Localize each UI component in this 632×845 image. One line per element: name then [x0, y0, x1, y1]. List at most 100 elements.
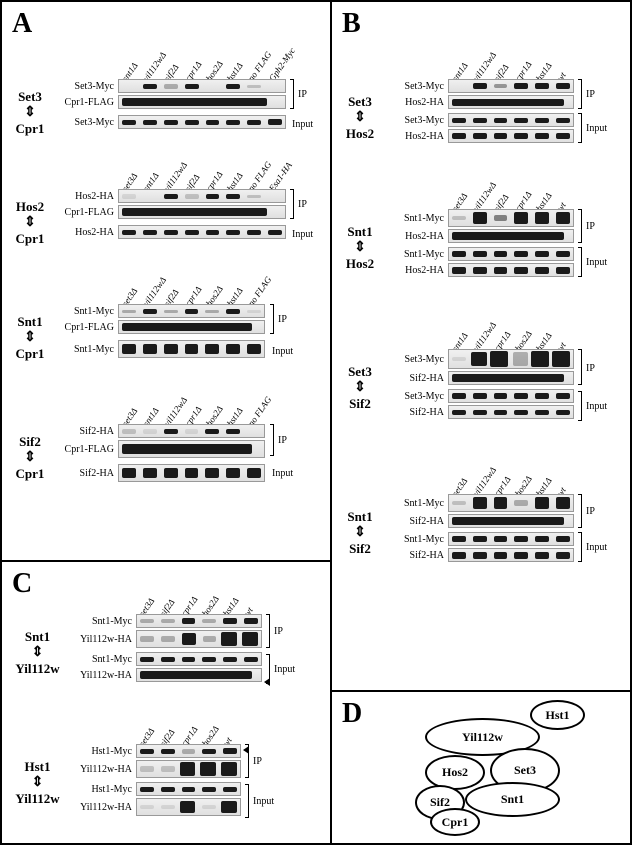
blot-row: Snt1-Myc [388, 209, 574, 227]
border [0, 0, 2, 845]
blot-image [118, 205, 286, 219]
blot-row: Cpr1-FLAG [58, 320, 265, 334]
blot-image [448, 371, 574, 385]
input-label: Input [586, 542, 607, 553]
input-label: Input [292, 119, 313, 130]
arrow-marker-icon [243, 746, 249, 754]
blot-image [448, 95, 574, 109]
ip-label: IP [253, 756, 262, 767]
blot-row: Set3-Myc [58, 79, 286, 93]
row-label: Hos2-HA [58, 227, 118, 238]
blot-row: Snt1-Myc [388, 494, 574, 512]
pair-top: Snt1 [347, 509, 372, 524]
pair-bot: Cpr1 [16, 466, 45, 481]
blot-image [448, 209, 574, 227]
row-label: Cpr1-FLAG [58, 97, 118, 108]
ip-label: IP [274, 626, 283, 637]
blot-image [136, 760, 241, 778]
panel-a-label: A [12, 8, 32, 40]
pair-top: Set3 [348, 364, 372, 379]
bracket [578, 113, 582, 143]
ip-label: IP [586, 89, 595, 100]
pair-label: Set3 ⇕ Cpr1 [10, 90, 50, 136]
blot-row: Sif2-HA [388, 371, 574, 385]
blot-row: Hos2-HA [388, 129, 574, 143]
blot-row: Snt1-Myc [388, 532, 574, 546]
border [0, 0, 632, 2]
input-label: Input [272, 346, 293, 357]
bracket [270, 424, 274, 456]
blot-image [118, 440, 265, 458]
border [0, 560, 330, 562]
bracket [578, 494, 582, 528]
blot-image [448, 494, 574, 512]
blot-row: Hst1-Myc [68, 782, 241, 796]
row-label: Cpr1-FLAG [58, 207, 118, 218]
blot-image [136, 652, 262, 666]
blot-row: Sif2-HA [388, 405, 574, 419]
bracket [245, 784, 249, 818]
row-label: Hos2-HA [388, 231, 448, 242]
pair-top: Set3 [18, 89, 42, 104]
blot-row: Sif2-HA [388, 514, 574, 528]
bracket [270, 304, 274, 334]
ip-label: IP [298, 89, 307, 100]
row-label: Set3-Myc [388, 115, 448, 126]
blot-image [136, 614, 262, 628]
blot-image [136, 798, 241, 816]
arrow-icon: ⇕ [10, 215, 50, 230]
blot-row: Hos2-HA [58, 189, 286, 203]
ip-label: IP [586, 506, 595, 517]
blot-row: Set3-Myc [388, 349, 574, 369]
bracket [578, 532, 582, 562]
blot-image [118, 424, 265, 438]
blot-row: Cpr1-FLAG [58, 440, 265, 458]
input-label: Input [272, 468, 293, 479]
input-label: Input [253, 796, 274, 807]
blot-image [118, 320, 265, 334]
blot-image [118, 95, 286, 109]
pair-bot: Sif2 [349, 396, 371, 411]
pair-top: Snt1 [347, 224, 372, 239]
input-label: Input [586, 123, 607, 134]
blot-row: Snt1-Myc [68, 614, 262, 628]
row-label: Hos2-HA [388, 97, 448, 108]
ip-label: IP [586, 363, 595, 374]
row-label: Snt1-Myc [68, 616, 136, 627]
blot-row: Set3-Myc [388, 389, 574, 403]
blot-row: Hos2-HA [388, 263, 574, 277]
bracket [266, 614, 270, 648]
row-label: Yil112w-HA [68, 670, 136, 681]
arrow-icon: ⇕ [10, 450, 50, 465]
blot-image [448, 548, 574, 562]
blot-image [448, 129, 574, 143]
row-label: Snt1-Myc [388, 498, 448, 509]
row-label: Cpr1-FLAG [58, 444, 118, 455]
blot-row: Set3-Myc [58, 115, 286, 129]
blot-image [136, 668, 262, 682]
blot-image [136, 630, 262, 648]
pair-top: Snt1 [17, 314, 42, 329]
blot-row: Yil112w-HA [68, 798, 241, 816]
row-label: Hst1-Myc [68, 746, 136, 757]
pair-label: Set3 ⇕ Sif2 [340, 365, 380, 411]
pair-bot: Yil112w [15, 661, 59, 676]
row-label: Hos2-HA [388, 131, 448, 142]
pair-label: Set3 ⇕ Hos2 [340, 95, 380, 141]
blot-image [136, 782, 241, 796]
blot-row: Yil112w-HA [68, 630, 262, 648]
row-label: Sif2-HA [388, 550, 448, 561]
bracket [290, 189, 294, 219]
row-label: Hst1-Myc [68, 784, 136, 795]
blot-image [118, 115, 286, 129]
node-cpr1: Cpr1 [430, 808, 480, 836]
blot-image [118, 225, 286, 239]
arrow-icon: ⇕ [10, 330, 50, 345]
blot-image [118, 340, 265, 358]
panel-b-label: B [342, 8, 361, 40]
arrow-icon: ⇕ [340, 525, 380, 540]
border [330, 0, 332, 845]
row-label: Set3-Myc [388, 354, 448, 365]
interaction-diagram: Hst1 Yil112w Set3 Hos2 Snt1 Sif2 Cpr1 [370, 700, 620, 840]
pair-bot: Yil112w [15, 791, 59, 806]
